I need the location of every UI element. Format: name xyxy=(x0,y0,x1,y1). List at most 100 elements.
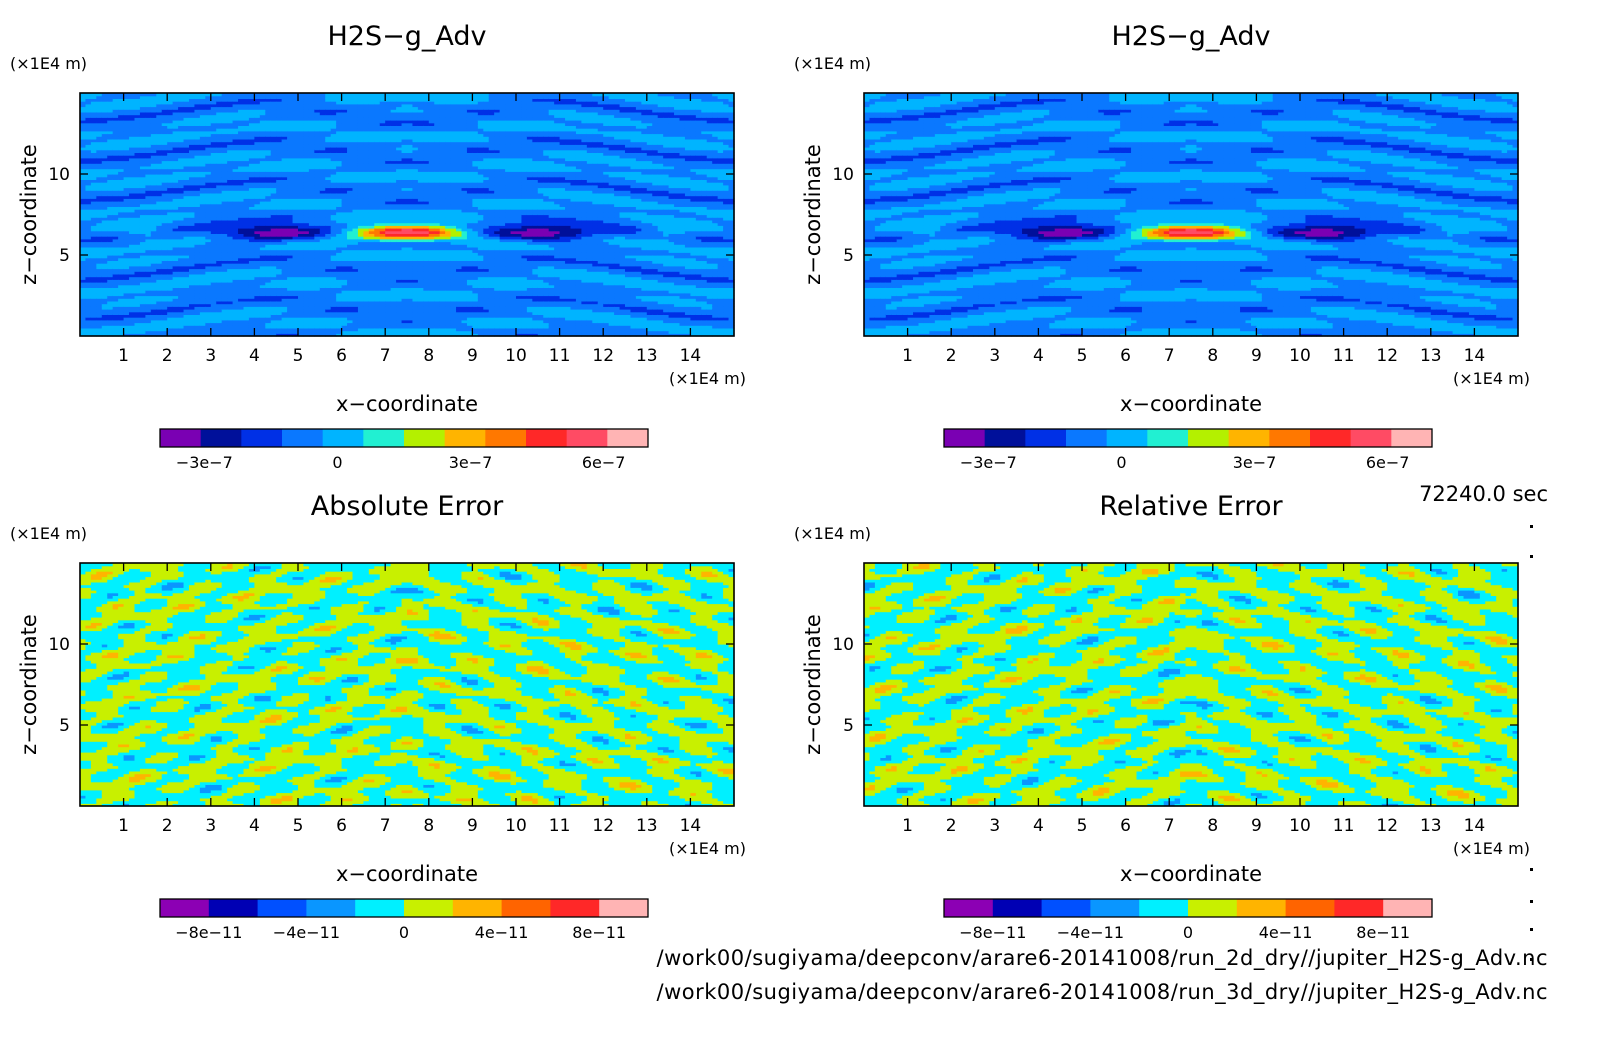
heatmap-cell xyxy=(189,300,196,305)
heatmap-cell xyxy=(161,222,168,226)
heatmap-cell xyxy=(139,109,146,113)
heatmap-cell xyxy=(123,160,130,164)
heatmap-cell xyxy=(145,333,152,337)
heatmap-cell xyxy=(178,279,185,283)
heatmap-cell xyxy=(178,165,185,170)
heatmap-cell xyxy=(112,190,119,194)
heatmap-cell xyxy=(189,319,196,324)
heatmap-cell xyxy=(167,317,174,321)
heatmap-cell xyxy=(183,295,190,299)
heatmap-cell xyxy=(96,149,103,153)
heatmap-cell xyxy=(139,273,146,278)
heatmap-cell xyxy=(129,252,136,256)
heatmap-cell xyxy=(172,252,179,256)
heatmap-cell xyxy=(107,292,114,297)
heatmap-cell xyxy=(80,257,87,261)
heatmap-cell xyxy=(96,271,103,275)
heatmap-cell xyxy=(172,192,179,197)
heatmap-cell xyxy=(80,190,87,194)
heatmap-cell xyxy=(172,182,179,186)
heatmap-cell xyxy=(134,263,141,267)
heatmap-cell xyxy=(96,333,103,337)
heatmap-cell xyxy=(85,109,92,113)
heatmap-cell xyxy=(90,106,97,110)
heatmap-cell xyxy=(101,133,108,137)
heatmap-cell xyxy=(161,98,168,102)
heatmap-cell xyxy=(90,122,97,126)
heatmap-cell xyxy=(101,309,108,313)
heatmap-cell xyxy=(90,287,97,291)
heatmap-cell xyxy=(129,101,136,105)
heatmap-cell xyxy=(139,95,146,99)
heatmap-cell xyxy=(145,292,152,297)
heatmap-cell xyxy=(134,219,141,224)
heatmap-cell xyxy=(156,168,163,172)
heatmap-cell xyxy=(90,265,97,270)
heatmap-cell xyxy=(167,182,174,186)
heatmap-cell xyxy=(101,184,108,189)
heatmap-cell xyxy=(123,325,130,329)
heatmap-cell xyxy=(85,160,92,164)
heatmap-cell xyxy=(178,222,185,226)
heatmap-cell xyxy=(107,157,114,162)
heatmap-cell xyxy=(129,93,136,97)
heatmap-cell xyxy=(129,106,136,110)
heatmap-cell xyxy=(145,93,152,97)
heatmap-cell xyxy=(123,171,130,175)
heatmap-cell xyxy=(161,125,168,129)
heatmap-cell xyxy=(145,290,152,294)
heatmap-cell xyxy=(145,109,152,113)
heatmap-cell xyxy=(80,233,87,237)
heatmap-cell xyxy=(150,160,157,164)
heatmap-cell xyxy=(134,260,141,264)
heatmap-cell xyxy=(134,160,141,164)
heatmap-cell xyxy=(129,184,136,189)
heatmap-cell xyxy=(172,273,179,278)
heatmap-cell xyxy=(112,230,119,234)
heatmap-cell xyxy=(107,309,114,313)
heatmap-cell xyxy=(129,109,136,113)
heatmap-cell xyxy=(90,198,97,202)
heatmap-cell xyxy=(156,252,163,256)
heatmap-cell xyxy=(134,157,141,162)
heatmap-cell xyxy=(161,260,168,264)
heatmap-cell xyxy=(167,125,174,129)
heatmap-cell xyxy=(156,306,163,310)
heatmap-cell xyxy=(172,109,179,113)
heatmap-cell xyxy=(150,311,157,315)
heatmap-cell xyxy=(167,238,174,243)
heatmap-cell xyxy=(178,265,185,270)
heatmap-cell xyxy=(80,206,87,210)
heatmap-cell xyxy=(129,144,136,148)
heatmap-cell xyxy=(112,290,119,294)
heatmap-cell xyxy=(150,228,157,232)
heatmap-cell xyxy=(178,109,185,113)
heatmap-cell xyxy=(178,244,185,248)
heatmap-cell xyxy=(156,136,163,140)
heatmap-cell xyxy=(183,144,190,148)
heatmap-cell xyxy=(96,174,103,178)
heatmap-cell xyxy=(150,147,157,151)
heatmap-cell xyxy=(178,225,185,229)
heatmap-cell xyxy=(85,249,92,253)
heatmap-cell xyxy=(123,174,130,178)
heatmap-cell xyxy=(118,160,125,164)
heatmap-cell xyxy=(156,230,163,234)
heatmap-cell xyxy=(107,95,114,99)
heatmap-cell xyxy=(161,174,168,178)
heatmap-cell xyxy=(129,120,136,124)
heatmap-cell xyxy=(107,182,114,186)
heatmap-cell xyxy=(150,192,157,197)
heatmap-cell xyxy=(123,260,130,264)
heatmap-cell xyxy=(178,147,185,151)
heatmap-cell xyxy=(156,317,163,321)
heatmap-cell xyxy=(134,217,141,221)
heatmap-cell xyxy=(90,325,97,329)
heatmap-cell xyxy=(80,290,87,294)
heatmap-cell xyxy=(118,187,125,191)
heatmap-cell xyxy=(172,171,179,175)
heatmap-cell xyxy=(134,198,141,202)
heatmap-cell xyxy=(145,198,152,202)
heatmap-cell xyxy=(178,93,185,97)
heatmap-cell xyxy=(112,322,119,326)
